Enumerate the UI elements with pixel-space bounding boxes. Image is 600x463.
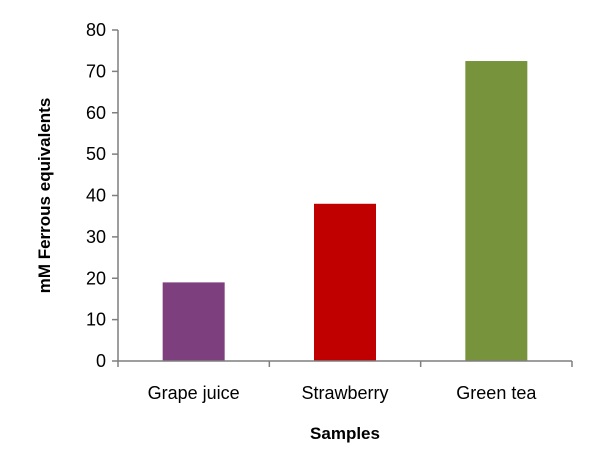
y-axis-title: mM Ferrous equivalents [35, 98, 54, 294]
bar [465, 61, 528, 361]
bars [162, 61, 528, 361]
x-tick-label: Green tea [456, 383, 537, 403]
y-tick-label: 70 [86, 61, 106, 81]
x-axis-title: Samples [310, 424, 380, 443]
x-tick-label: Grape juice [148, 383, 240, 403]
bar [162, 282, 225, 361]
x-axis-ticks: Grape juice Strawberry Green tea [117, 361, 573, 403]
y-tick-label: 50 [86, 144, 106, 164]
y-tick-label: 80 [86, 20, 106, 40]
y-tick-label: 20 [86, 268, 106, 288]
x-tick-label: Strawberry [301, 383, 388, 403]
y-tick-label: 60 [86, 103, 106, 123]
y-tick-label: 10 [86, 310, 106, 330]
y-tick-label: 0 [96, 351, 106, 371]
bar [314, 203, 376, 361]
y-tick-label: 30 [86, 227, 106, 247]
y-axis-ticks: 0 10 20 30 40 50 60 70 80 [86, 20, 118, 371]
y-tick-label: 40 [86, 186, 106, 206]
